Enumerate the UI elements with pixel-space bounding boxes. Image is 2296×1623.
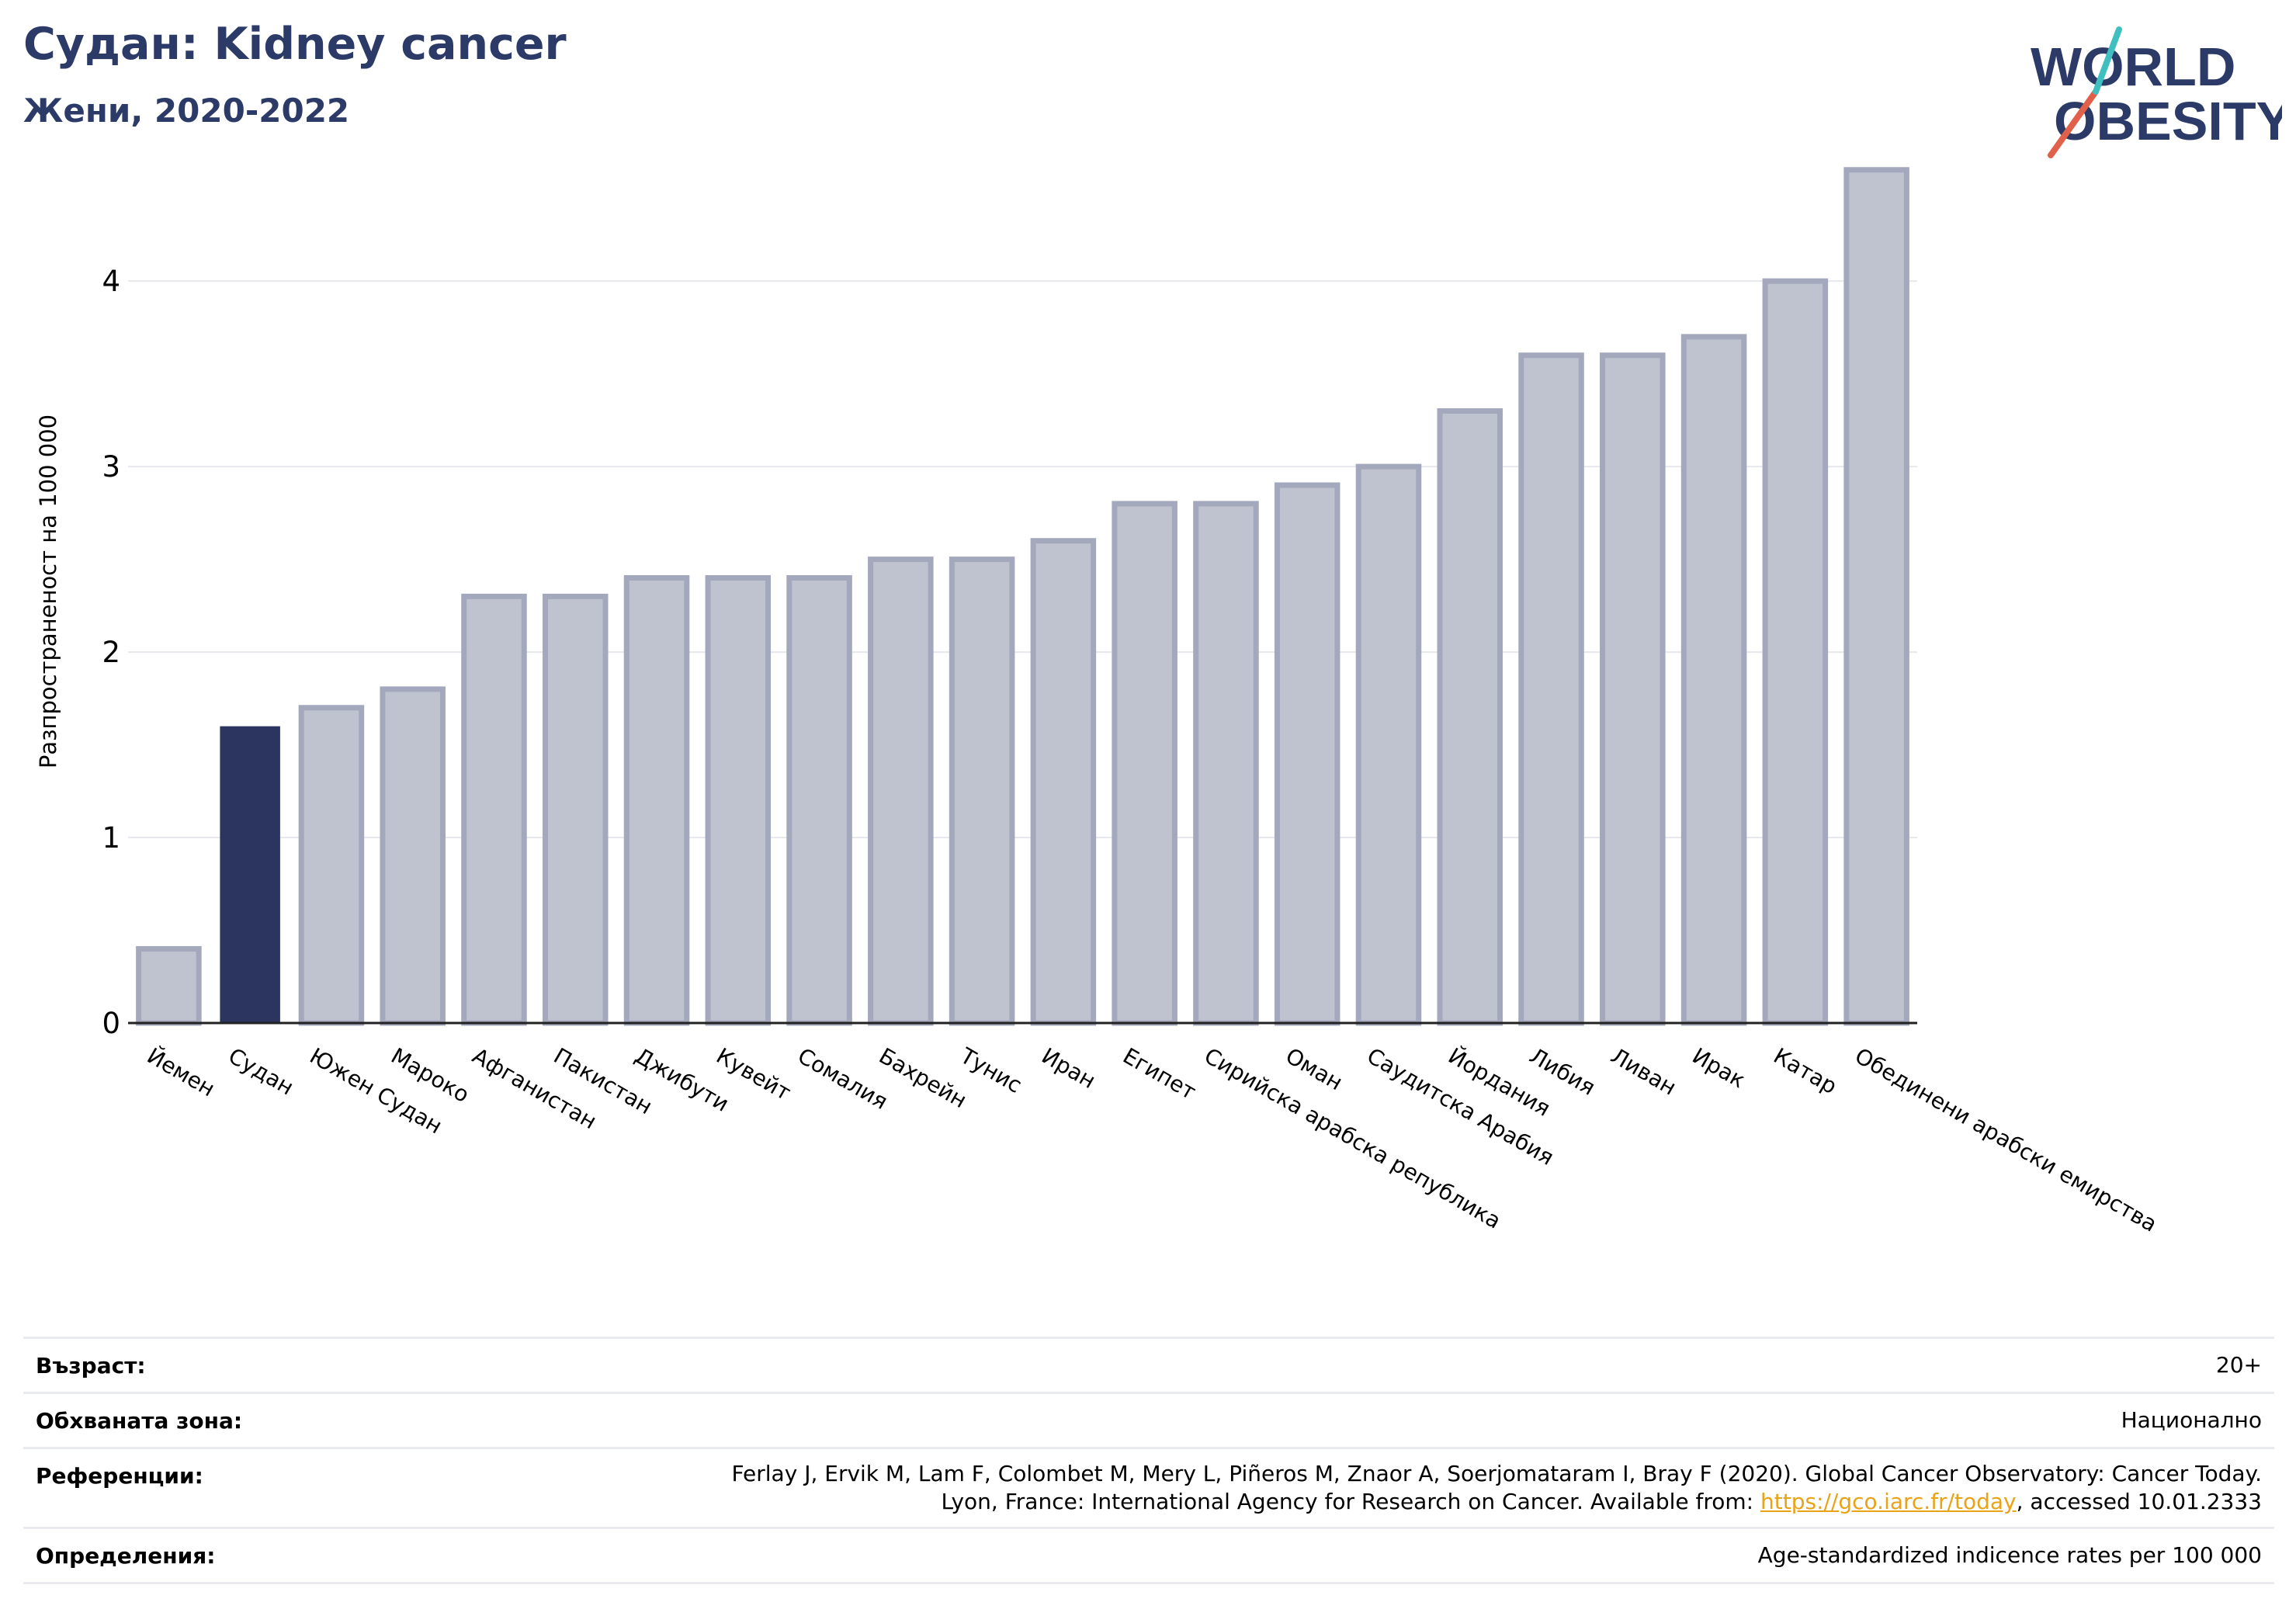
metadata-table: Възраст: 20+ Обхваната зона: Национално … [23, 1337, 2274, 1584]
bar [1030, 538, 1097, 1026]
references-link[interactable]: https://gco.iarc.fr/today [1760, 1489, 2017, 1514]
age-value: 20+ [2215, 1352, 2262, 1378]
meta-row-area: Обхваната зона: Национално [23, 1392, 2274, 1447]
age-label: Възраст: [36, 1353, 146, 1379]
x-tick-label: Ирак [1688, 1042, 1750, 1093]
bar [1680, 334, 1747, 1026]
references-line1: Ferlay J, Ervik M, Lam F, Colombet M, Me… [731, 1461, 2262, 1486]
chart-subtitle: Жени, 2020-2022 [23, 92, 350, 130]
bar [868, 557, 934, 1026]
chart-title: Судан: Kidney cancer [23, 19, 567, 70]
area-label: Обхваната зона: [36, 1408, 243, 1434]
bar [136, 945, 202, 1026]
bar [623, 575, 690, 1026]
references-line2-post: , accessed 10.01.2333 [2016, 1489, 2262, 1514]
y-tick-labels: 0 1 2 3 4 [102, 265, 120, 1040]
bar [1355, 463, 1422, 1026]
bar [1437, 407, 1503, 1026]
x-tick-label: Судан [224, 1042, 298, 1100]
references-line2: Lyon, France: International Agency for R… [731, 1488, 2262, 1516]
bar [1193, 501, 1259, 1026]
y-axis-label: Разпространеност на 100 000 [35, 414, 61, 768]
bar [1518, 352, 1584, 1026]
bars [128, 167, 1917, 1026]
x-tick-label: Ливан [1607, 1042, 1680, 1100]
logo-line1: WORLD [2031, 36, 2235, 97]
definitions-value: Age-standardized indicence rates per 100… [1757, 1542, 2262, 1568]
bar [1762, 278, 1829, 1026]
bar-chart: 0 1 2 3 4 Йемен Судан Южен СуданМарокоАфганист… [35, 167, 2162, 1237]
references-value: Ferlay J, Ervik M, Lam F, Colombet M, Me… [731, 1460, 2262, 1516]
logo-slash-red [2048, 88, 2099, 158]
x-tick-label: Йемен [143, 1042, 220, 1102]
y-tick-label: 0 [102, 1007, 120, 1040]
meta-row-definitions: Определения: Age-standardized indicence … [23, 1527, 2274, 1584]
bar [298, 705, 365, 1026]
meta-row-age: Възраст: 20+ [23, 1337, 2274, 1392]
x-tick-label: Египет [1119, 1042, 1200, 1105]
meta-row-references: Референции: Ferlay J, Ervik M, Lam F, Co… [23, 1447, 2274, 1527]
definitions-label: Определения: [36, 1543, 216, 1569]
bar [542, 593, 609, 1026]
x-tick-label: Катар [1769, 1042, 1841, 1099]
y-tick-label: 2 [102, 636, 120, 669]
bar [1600, 352, 1666, 1026]
bar [1843, 167, 1909, 1026]
x-tick-label: Сомалия [793, 1042, 892, 1115]
x-tick-label: Обединени арабски емирства [1850, 1042, 2162, 1236]
y-tick-label: 1 [102, 821, 120, 855]
bar [1112, 501, 1177, 1026]
bar [461, 593, 527, 1026]
logo-slash-teal [2093, 26, 2122, 95]
x-tick-label: Иран [1037, 1042, 1100, 1094]
area-value: Национално [2121, 1407, 2262, 1433]
bar [1274, 482, 1340, 1026]
bar [949, 557, 1015, 1026]
y-tick-label: 4 [102, 265, 120, 298]
bar [380, 686, 446, 1026]
references-line2-pre: Lyon, France: International Agency for R… [941, 1489, 1760, 1514]
bar [705, 575, 772, 1026]
x-tick-label: Бахрейн [875, 1042, 971, 1113]
references-label: Референции: [36, 1463, 203, 1489]
world-obesity-logo: WORLD OBESITY [2031, 26, 2282, 158]
bar-highlighted [220, 726, 280, 1023]
y-tick-label: 3 [102, 450, 120, 484]
bar [786, 575, 852, 1026]
x-tick-labels: Йемен Судан Южен СуданМарокоАфганистанПаки… [143, 1042, 2162, 1237]
